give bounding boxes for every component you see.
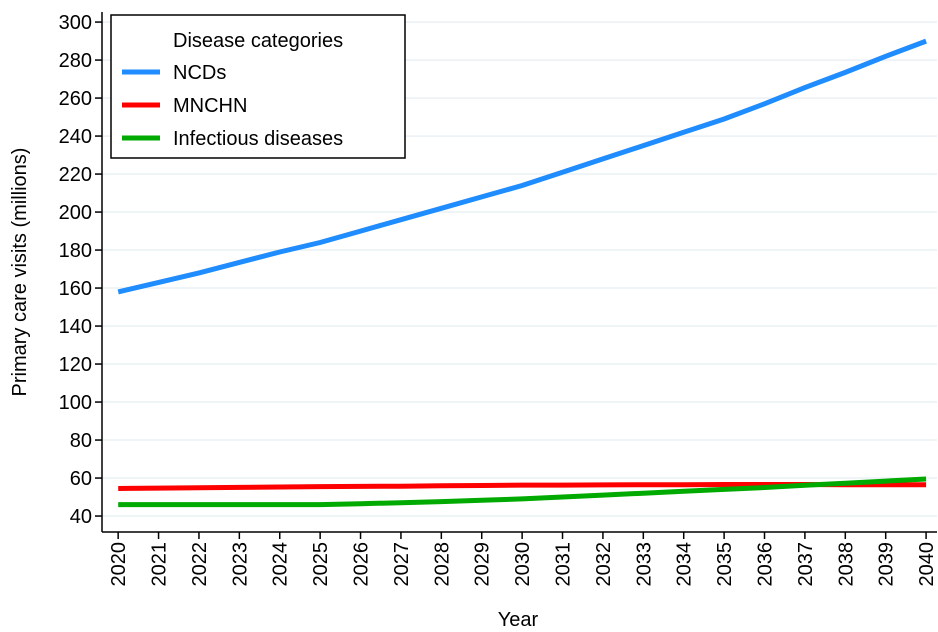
x-axis-title: Year [498,609,539,631]
legend-box [110,14,406,159]
legend-label: NCDs [173,62,226,84]
x-tick-label: 2039 [876,542,898,587]
series-line [117,38,927,295]
y-tick-label: 60 [70,468,92,490]
y-axis-title: Primary care visits (millions) [9,148,31,397]
x-tick-label: 2030 [512,542,534,587]
y-tick-label: 200 [59,202,92,224]
x-tick-label: 2025 [310,542,332,587]
y-tick-label: 280 [59,50,92,72]
y-tick-label: 100 [59,392,92,414]
x-tick-label: 2038 [835,542,857,587]
x-tick-label: 2028 [431,542,453,587]
y-tick-label: 220 [59,164,92,186]
x-tick-label: 2022 [189,542,211,587]
x-tick-label: 2040 [916,542,938,587]
y-tick-label: 240 [59,126,92,148]
x-tick-label: 2034 [674,542,696,587]
y-tick-label: 260 [59,88,92,110]
series-line [118,476,927,508]
x-tick-label: 2037 [795,542,817,587]
y-tick-label: 300 [59,12,92,34]
x-tick-label: 2023 [229,542,251,587]
legend-title: Disease categories [173,30,343,52]
x-tick-label: 2026 [351,542,373,587]
x-tick-label: 2020 [108,542,130,587]
x-tick-label: 2035 [714,542,736,587]
y-tick-label: 120 [59,354,92,376]
x-tick-label: 2021 [149,542,171,587]
y-tick-label: 180 [59,240,92,262]
legend: Disease categories NCDs MNCHN Infectious di… [110,14,406,159]
x-tick-label: 2036 [755,542,777,587]
x-tick-label: 2032 [593,542,615,587]
x-tick-label: 2024 [270,542,292,587]
y-tick-label: 140 [59,316,92,338]
y-tick-label: 40 [70,506,92,528]
legend-label: MNCHN [173,95,247,117]
x-tick-label: 2031 [553,542,575,587]
y-tick-label: 160 [59,278,92,300]
x-tick-label: 2033 [633,542,655,587]
y-tick-label: 80 [70,430,92,452]
x-tick-label: 2029 [472,542,494,587]
legend-label: Infectious diseases [173,128,343,150]
x-tick-label: 2027 [391,542,413,587]
